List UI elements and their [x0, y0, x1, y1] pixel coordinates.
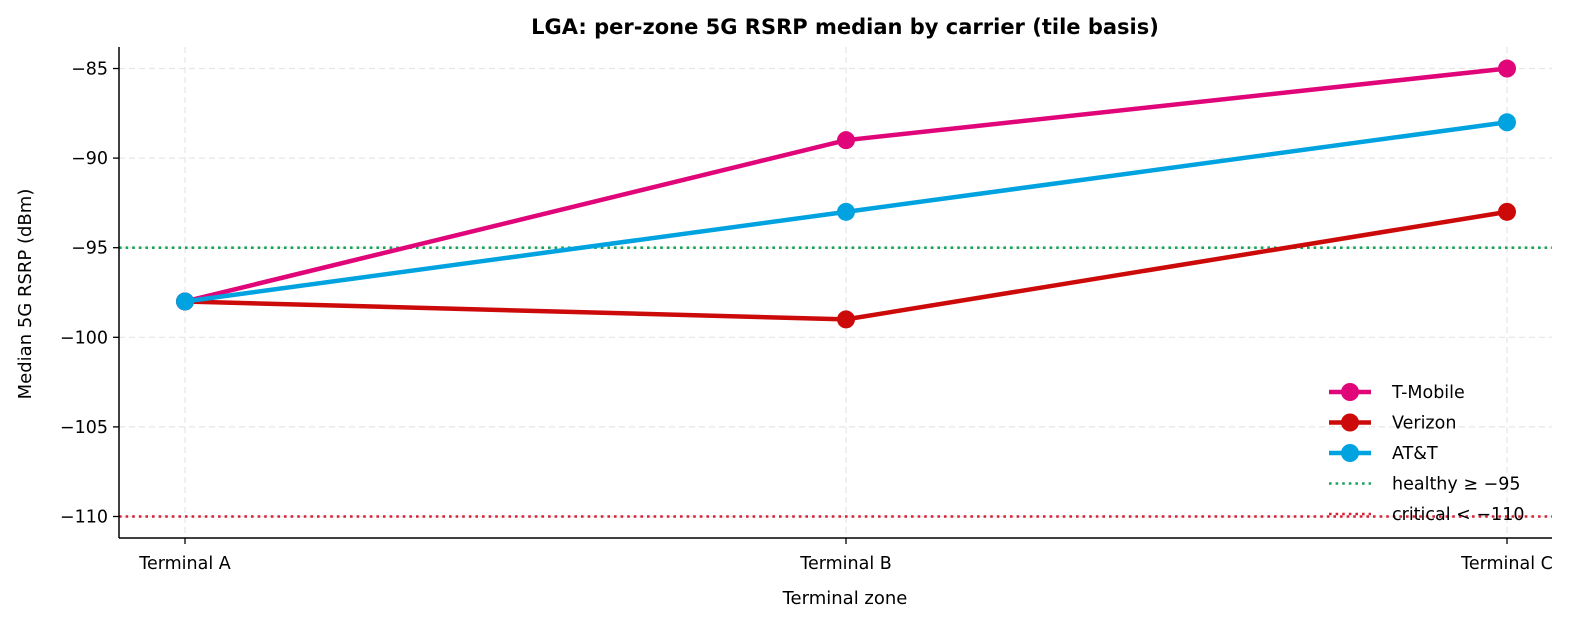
x-axis-label: Terminal zone [782, 588, 908, 609]
legend-label: Verizon [1392, 414, 1456, 434]
legend-entry: AT&T [1329, 444, 1438, 464]
y-tick-label: −90 [71, 149, 108, 169]
series-lines [176, 59, 1516, 329]
legend-entry: critical < −110 [1329, 505, 1524, 525]
chart-title: LGA: per-zone 5G RSRP median by carrier … [531, 15, 1159, 39]
legend-marker [1341, 413, 1359, 432]
legend-entry: healthy ≥ −95 [1329, 475, 1520, 495]
legend-marker [1341, 444, 1359, 462]
legend-label: critical < −110 [1392, 505, 1524, 525]
grid [119, 47, 1552, 538]
data-point [1498, 202, 1516, 221]
x-tick-label: Terminal B [799, 554, 892, 574]
y-tick-label: −110 [60, 507, 108, 527]
legend-label: AT&T [1392, 444, 1438, 464]
legend-label: healthy ≥ −95 [1392, 475, 1520, 495]
axes [118, 47, 1552, 539]
data-point [837, 202, 855, 221]
x-tick-label: Terminal A [138, 554, 231, 574]
legend-marker [1341, 383, 1359, 401]
data-point [837, 131, 855, 150]
legend: T-Mobile Verizon AT&T healthy ≥ −95 critical… [1329, 383, 1524, 525]
data-point [837, 310, 855, 329]
y-tick-label: −85 [71, 60, 108, 80]
reference-lines [119, 246, 1552, 518]
legend-entry: Verizon [1329, 413, 1456, 434]
x-tick-label: Terminal C [1460, 554, 1553, 574]
y-tick-label: −100 [60, 328, 108, 348]
data-point [1498, 59, 1516, 78]
series-line [182, 66, 1510, 304]
y-tick-label: −95 [71, 239, 108, 259]
x-axis-ticks: Terminal A Terminal B Terminal C [138, 538, 1553, 574]
y-axis-ticks: −85 −90 −95 −100 −105 −110 [60, 60, 119, 527]
data-point [176, 292, 194, 311]
data-point [1498, 113, 1516, 132]
legend-label: T-Mobile [1391, 383, 1465, 403]
y-tick-label: −105 [60, 418, 108, 438]
legend-entry: T-Mobile [1329, 383, 1465, 403]
y-axis-label: Median 5G RSRP (dBm) [15, 189, 36, 400]
